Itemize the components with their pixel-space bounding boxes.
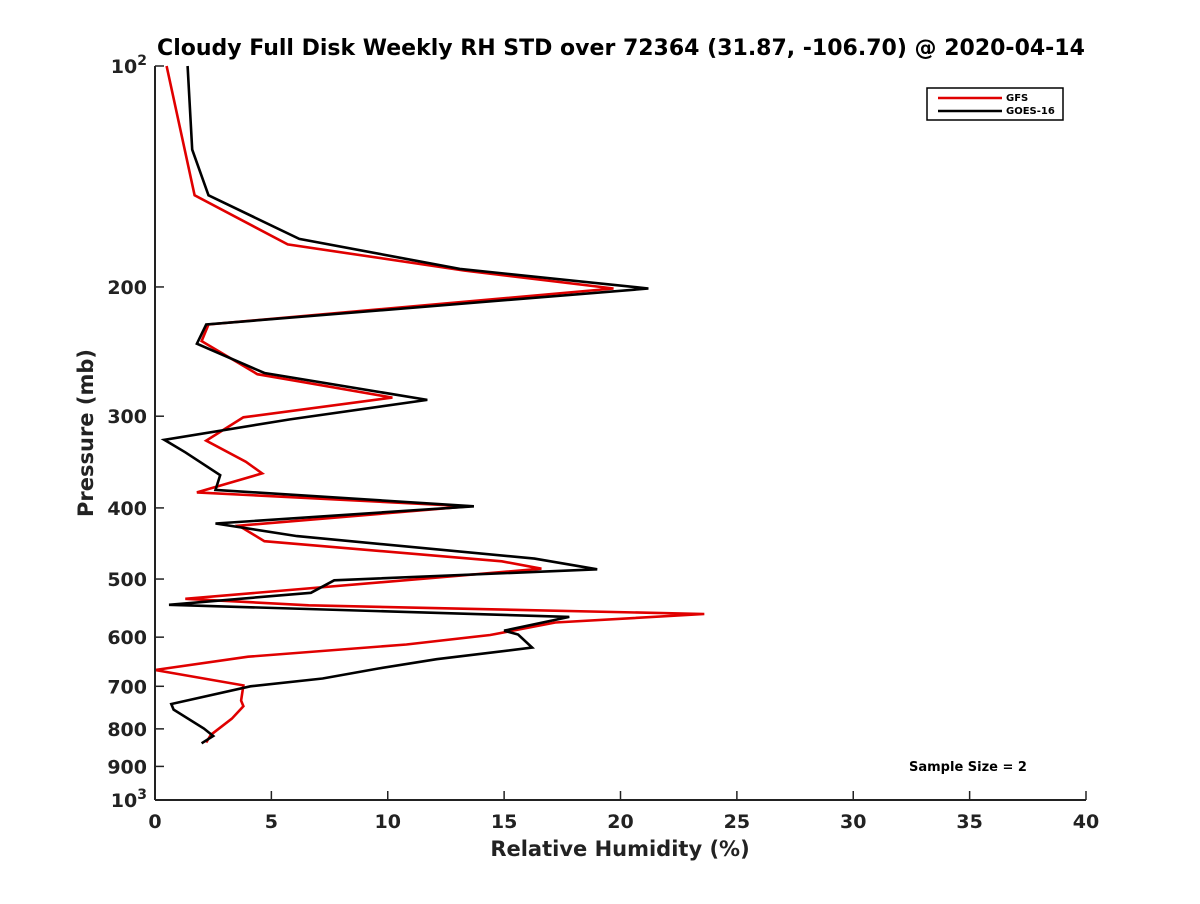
x-tick-label: 10 [375,811,401,833]
x-tick-label: 25 [724,811,750,833]
sample-size-annotation: Sample Size = 2 [909,760,1027,775]
y-tick-label: 900 [107,756,147,778]
series-line-goes-16 [160,65,649,745]
y-tick-label: 800 [107,719,147,741]
legend-label-goes-16: GOES-16 [1006,106,1055,117]
chart-legend: GFS GOES-16 [926,87,1064,121]
y-tick-label: 400 [107,498,147,520]
x-tick-label: 35 [956,811,982,833]
x-tick-label: 15 [491,811,517,833]
series-layer [154,65,705,745]
y-axis-label: Pressure (mb) [74,349,98,517]
y-tick-label: 500 [107,569,147,591]
y-tick-label: 102 [111,53,147,78]
plot-area [155,66,1085,799]
y-tick-label: 700 [107,676,147,698]
y-tick-label: 103 [111,787,147,812]
y-tick-label: 300 [107,406,147,428]
legend-box [926,87,1064,121]
x-axis-label: Relative Humidity (%) [490,837,749,861]
y-tick-label: 600 [107,627,147,649]
legend-label-gfs: GFS [1006,93,1028,104]
x-tick-label: 40 [1073,811,1099,833]
y-ticks: 102 200 300 400 500 600 700 800 900 103 [107,53,164,812]
chart-title: Cloudy Full Disk Weekly RH STD over 7236… [157,36,1085,61]
y-tick-label: 200 [107,277,147,299]
x-tick-label: 20 [607,811,633,833]
x-tick-label: 5 [265,811,278,833]
x-tick-label: 30 [840,811,866,833]
x-tick-label: 0 [148,811,161,833]
x-ticks: 0 5 10 15 20 25 30 35 40 [148,791,1099,833]
series-line-gfs [154,65,705,744]
